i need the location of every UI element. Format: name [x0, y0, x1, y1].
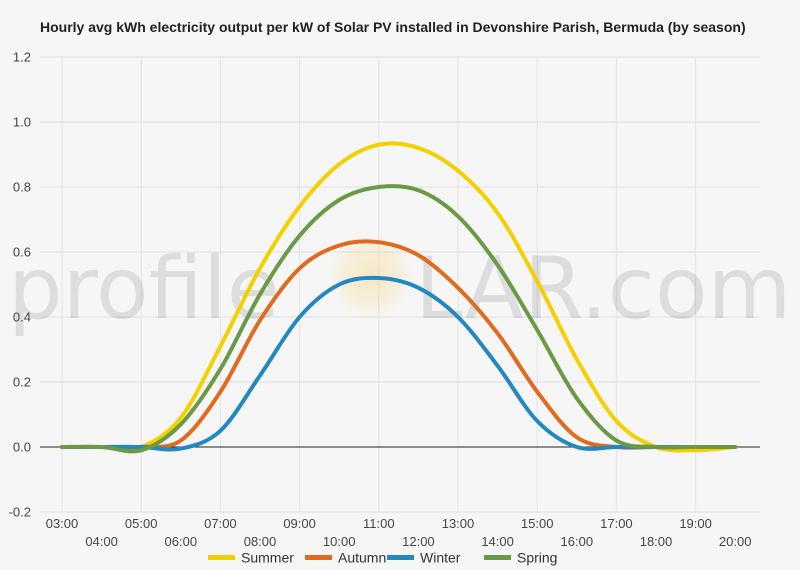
- y-tick-label: 0.6: [13, 245, 31, 260]
- x-tick-label: 17:00: [600, 516, 633, 531]
- y-tick-label: 0.4: [13, 310, 31, 325]
- x-tick-label: 06:00: [165, 534, 198, 549]
- x-tick-label: 14:00: [481, 534, 514, 549]
- x-tick-label: 07:00: [204, 516, 237, 531]
- legend-label-autumn: Autumn: [338, 550, 386, 566]
- x-tick-label: 10:00: [323, 534, 356, 549]
- legend-swatch-spring: [484, 555, 511, 560]
- watermark-suffix: LAR.com: [415, 239, 791, 339]
- watermark-logo: profile LAR.com: [8, 234, 791, 339]
- series-lines: [60, 141, 738, 454]
- y-tick-label: 1.0: [13, 115, 31, 130]
- watermark-prefix: profile: [8, 239, 280, 339]
- series-line-summer: [60, 141, 738, 453]
- legend-label-winter: Winter: [420, 550, 461, 566]
- y-tick-label: 0.0: [13, 440, 31, 455]
- x-tick-label: 11:00: [363, 516, 395, 531]
- x-tick-label: 18:00: [640, 534, 673, 549]
- series-line-spring: [60, 184, 738, 454]
- x-tick-label: 09:00: [283, 516, 316, 531]
- x-tick-label: 15:00: [521, 516, 554, 531]
- legend: Summer Autumn Winter Spring: [208, 550, 557, 566]
- x-tick-label: 04:00: [85, 534, 118, 549]
- x-tick-label: 03:00: [46, 516, 79, 531]
- x-tick-label: 13:00: [442, 516, 475, 531]
- legend-swatch-summer: [208, 555, 235, 560]
- x-tick-label: 12:00: [402, 534, 435, 549]
- y-tick-label: -0.2: [9, 505, 31, 520]
- legend-label-summer: Summer: [241, 550, 294, 566]
- x-tick-label: 19:00: [679, 516, 712, 531]
- x-tick-label: 16:00: [561, 534, 594, 549]
- y-tick-label: 0.2: [13, 375, 31, 390]
- series-line-winter: [60, 275, 738, 452]
- legend-swatch-winter: [387, 555, 414, 560]
- y-tick-label: 0.8: [13, 180, 31, 195]
- y-tick-label: 1.2: [13, 50, 31, 65]
- chart-title: Hourly avg kWh electricity output per kW…: [40, 19, 746, 35]
- x-tick-label: 20:00: [719, 534, 752, 549]
- x-tick-label: 08:00: [244, 534, 277, 549]
- x-tick-label: 05:00: [125, 516, 158, 531]
- legend-label-spring: Spring: [517, 550, 557, 566]
- legend-swatch-autumn: [305, 555, 332, 560]
